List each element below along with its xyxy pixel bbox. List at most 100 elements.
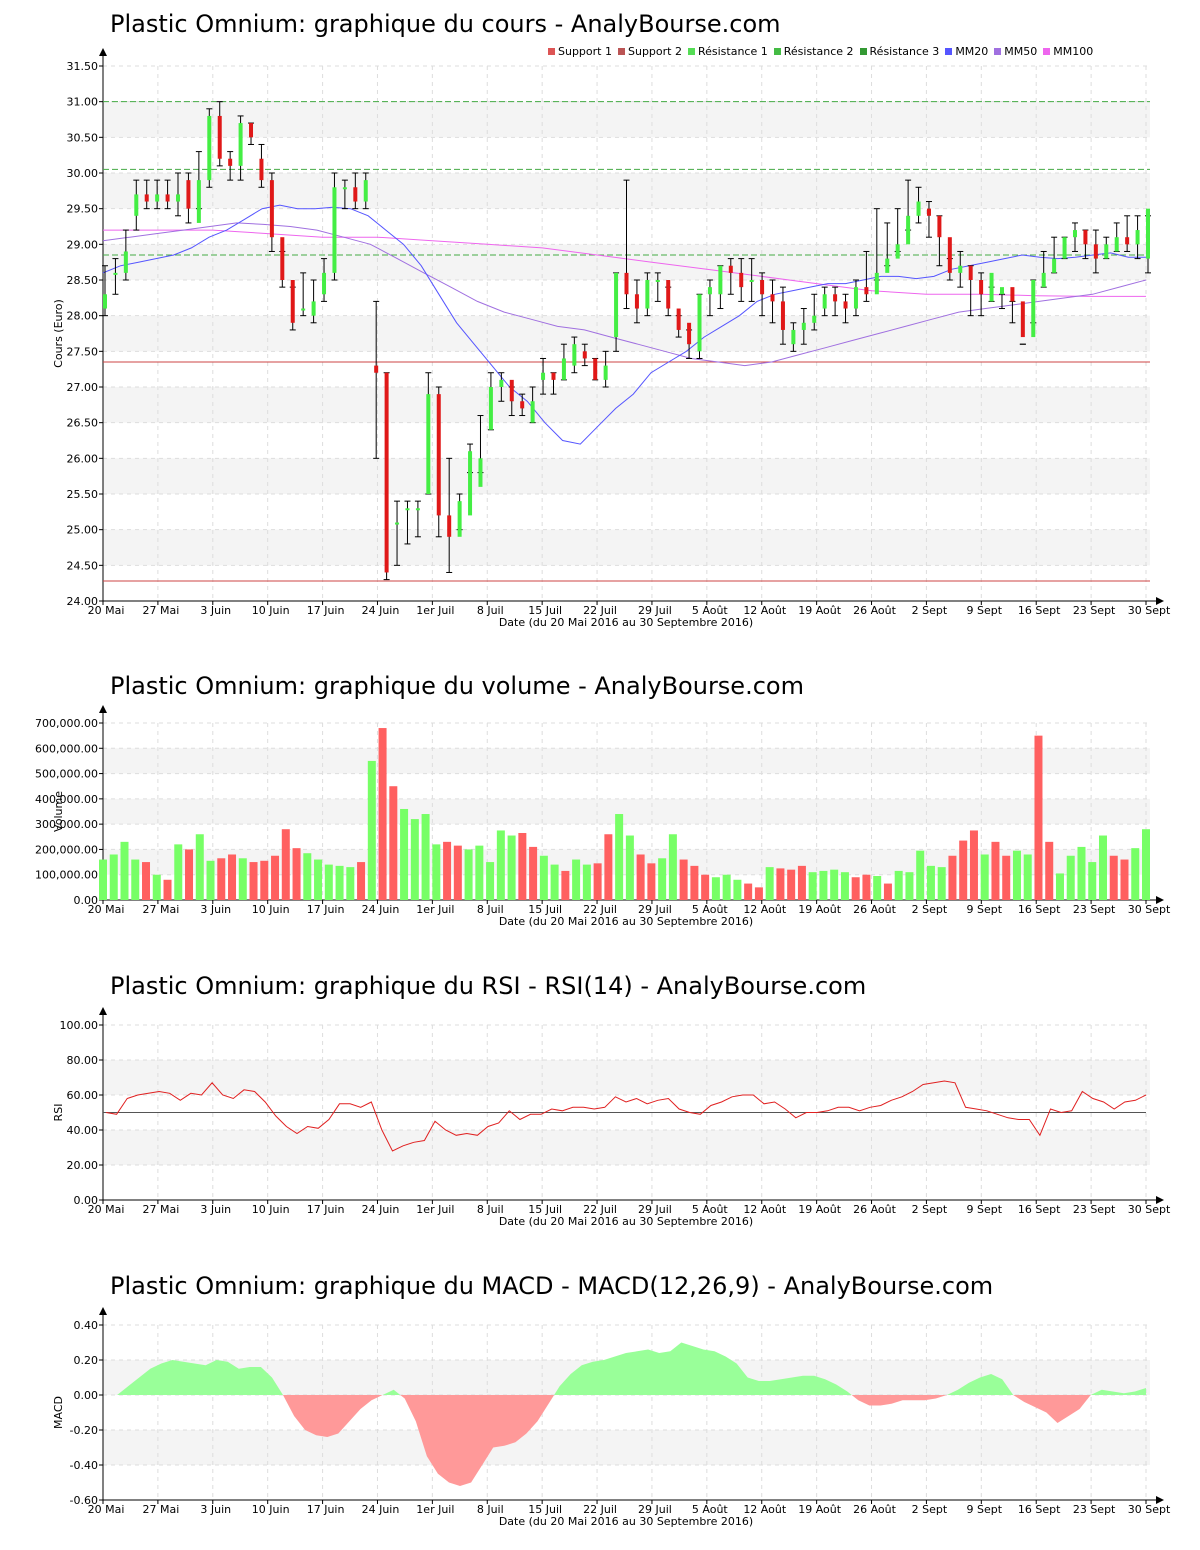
legend-label: MM20 [955,45,989,58]
candle-body [968,265,973,280]
volume-bar [830,869,839,900]
volume-bar [561,870,570,900]
y-tick-label: 100,000.00 [35,869,98,882]
candle-body [999,287,1004,295]
legend-label: MM50 [1004,45,1038,58]
candle-body [645,280,650,309]
x-axis-label: Date (du 20 Mai 2016 au 30 Septembre 201… [499,1515,753,1528]
x-tick-label: 19 Août [798,1203,842,1216]
x-tick-label: 9 Sept [967,604,1003,617]
y-axis-arrow [99,1307,107,1315]
mm50-line [102,222,1147,367]
volume-bar [572,859,581,900]
volume-bar [969,830,978,900]
x-tick-label: 17 Juin [307,903,345,916]
x-axis-arrow [1156,1196,1164,1204]
candle-body [926,208,931,216]
candle-body [1146,208,1150,259]
volume-bar [636,854,645,900]
price-chart: 24.00 24.50 25.00 25.50 26.00 26.50 27.00 27.50… [52,48,1171,629]
rsi-panel: Plastic Omnium: graphique du RSI - RSI(1… [0,960,1200,1250]
x-tick-label: 20 Mai [88,604,125,617]
x-tick-label: 10 Juin [252,1203,290,1216]
volume-bar [357,862,366,900]
y-tick-label: -0.20 [70,1424,98,1437]
x-tick-label: 23 Sept [1073,604,1116,617]
x-tick-label: 20 Mai [88,903,125,916]
volume-bar [174,844,183,900]
volume-bar [260,860,269,900]
volume-bar [733,879,742,900]
x-axis-arrow [1156,896,1164,904]
x-tick-label: 16 Sept [1018,1503,1061,1516]
volume-bar [475,845,484,900]
volume-bar [443,841,452,900]
band [103,458,1150,494]
volume-bar [701,874,710,900]
candle-body [551,372,556,380]
candle-body [739,272,744,288]
x-tick-label: 10 Juin [252,1503,290,1516]
y-axis-label: MACD [52,1396,65,1429]
rsi-line [105,1080,1147,1152]
x-tick-label: 24 Juin [362,903,400,916]
rsi-chart-title: Plastic Omnium: graphique du RSI - RSI(1… [110,972,867,1000]
rsi-chart: 0.00 20.00 40.00 60.00 80.00 100.00 20 Mai 27 M… [52,1007,1171,1228]
volume-bar [658,858,667,900]
candle-body [791,329,796,345]
legend-swatch [687,48,695,55]
volume-bar [1045,841,1054,900]
volume-bar [593,863,602,900]
candle-body [1010,287,1015,302]
x-tick-label: 2 Sept [912,1203,948,1216]
volume-bar [797,865,806,900]
x-tick-label: 5 Août [692,903,729,916]
x-tick-label: 8 Juil [477,1203,504,1216]
volume-bar [120,841,129,900]
band [103,1130,1150,1165]
x-tick-label: 3 Juin [200,1203,231,1216]
x-tick-label: 12 Août [743,1203,787,1216]
candle-body [103,294,107,309]
candle-body [290,280,295,323]
candle-body [958,265,963,273]
candle-body [186,180,191,209]
x-tick-label: 12 Août [743,604,787,617]
volume-bar [550,864,559,900]
y-tick-label: 0.00 [74,894,99,907]
volume-bar [873,875,882,900]
volume-bar [690,865,699,900]
candle-body [228,158,233,166]
volume-bar [647,863,656,900]
legend-swatch [859,48,867,55]
x-tick-label: 2 Sept [912,903,948,916]
x-axis-label: Date (du 20 Mai 2016 au 30 Septembre 201… [499,915,753,928]
candle-body [718,265,723,295]
volume-bar [539,855,548,900]
x-tick-label: 23 Sept [1073,903,1116,916]
volume-bar [249,862,258,900]
candle-body [196,180,201,223]
candle-body [603,365,608,380]
volume-bar [711,877,720,900]
volume-bar [765,867,774,900]
x-tick-label: 1er Juil [416,604,454,617]
candle-body [332,187,337,273]
volume-bar [668,834,677,900]
legend-item: Support 2 [617,45,682,58]
y-tick-label: 200,000.00 [35,843,98,856]
x-tick-label: 30 Sept [1128,903,1171,916]
x-tick-label: 30 Sept [1128,1503,1171,1516]
legend-item: MM100 [1043,45,1093,58]
candle-body [384,372,389,573]
candle-body [676,308,681,330]
band [103,748,1150,774]
volume-bar [1066,855,1075,900]
candle-body [916,201,921,216]
candle-body [280,237,285,280]
candle-body [593,358,598,380]
volume-bar [625,835,634,900]
volume-bar [604,834,613,900]
x-tick-label: 20 Mai [88,1203,125,1216]
volume-bar [335,865,344,900]
